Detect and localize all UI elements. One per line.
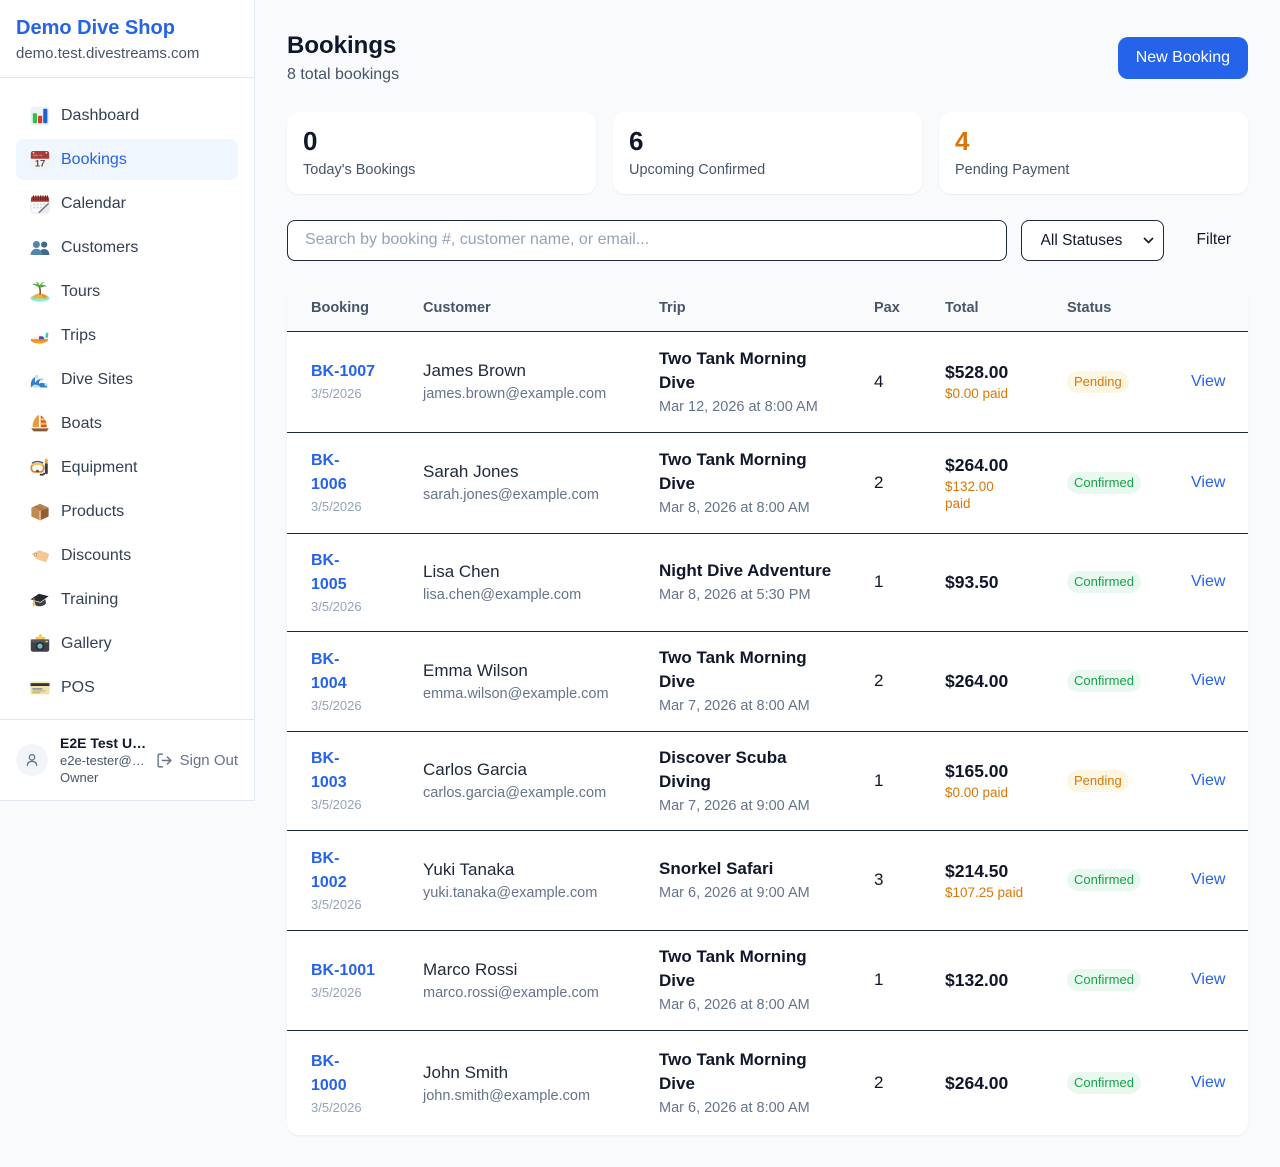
svg-text:17: 17 <box>35 158 46 169</box>
